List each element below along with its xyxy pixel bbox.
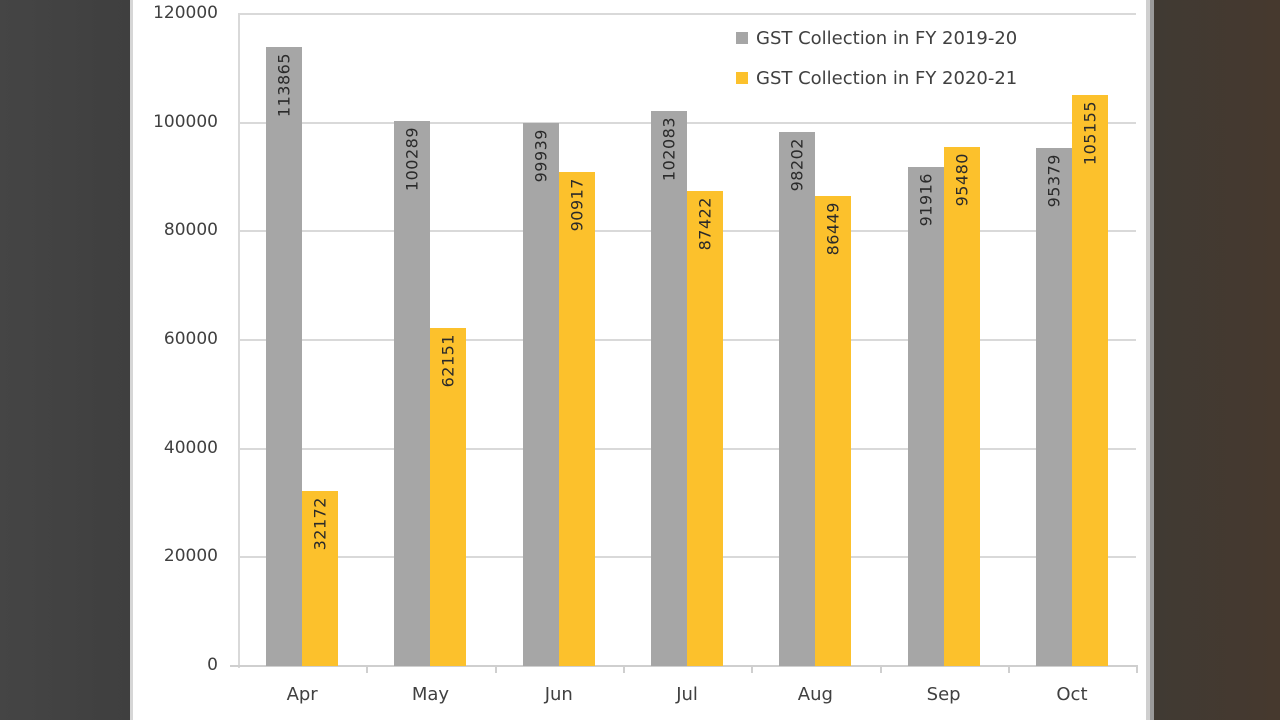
- x-tick-mark: [366, 665, 369, 673]
- x-tick-label: Oct: [1056, 684, 1088, 705]
- gridline: [238, 13, 1136, 15]
- y-axis-line: [238, 14, 240, 668]
- x-tick-label: Jul: [676, 684, 698, 705]
- x-tick-mark: [622, 665, 625, 673]
- x-axis-line: [230, 665, 1136, 667]
- bar-jul-fy2020-21: 87422: [687, 191, 724, 666]
- y-tick-label: 100000: [153, 111, 218, 132]
- x-tick-mark: [751, 665, 754, 673]
- bar-value-label: 32172: [310, 497, 330, 551]
- bar-may-fy2019-20: 100289: [394, 121, 431, 666]
- bar-apr-fy2020-21: 32172: [302, 491, 339, 666]
- bar-apr-fy2019-20: 113865: [266, 47, 303, 666]
- x-tick-mark: [1136, 665, 1139, 673]
- bar-value-label: 99939: [531, 129, 551, 183]
- bar-value-label: 102083: [659, 117, 679, 182]
- x-tick-label: Apr: [286, 684, 318, 705]
- y-tick-label: 0: [207, 655, 218, 675]
- bar-sep-fy2020-21: 95480: [943, 147, 980, 666]
- x-tick-label: Aug: [797, 684, 833, 705]
- legend-item-fy2019-20: GST Collection in FY 2019-20: [736, 18, 1017, 58]
- bar-value-label: 91916: [916, 172, 936, 226]
- legend-swatch-gold: [736, 72, 748, 84]
- bar-value-label: 98202: [787, 138, 807, 192]
- bar-jun-fy2019-20: 99939: [522, 123, 559, 666]
- bar-value-label: 100289: [402, 127, 422, 192]
- x-tick-mark: [494, 665, 497, 673]
- legend-swatch-grey: [736, 32, 748, 44]
- legend-label: GST Collection in FY 2020-21: [756, 67, 1018, 89]
- y-tick-label: 120000: [153, 3, 218, 23]
- bar-value-label: 62151: [438, 334, 458, 388]
- legend-label: GST Collection in FY 2019-20: [756, 27, 1018, 49]
- x-tick-mark: [879, 665, 882, 673]
- bar-may-fy2020-21: 62151: [430, 328, 467, 666]
- bar-aug-fy2019-20: 98202: [779, 132, 816, 666]
- bar-value-label: 95480: [952, 153, 972, 207]
- bar-aug-fy2020-21: 86449: [815, 196, 852, 666]
- bar-value-label: 113865: [274, 53, 294, 118]
- bar-value-label: 87422: [695, 197, 715, 251]
- x-tick-label: May: [411, 684, 450, 705]
- bar-oct-fy2019-20: 95379: [1035, 147, 1072, 666]
- x-tick-mark: [1007, 665, 1010, 673]
- y-tick-label: 20000: [163, 546, 218, 567]
- bar-jul-fy2019-20: 102083: [651, 111, 688, 666]
- bar-value-label: 86449: [823, 202, 843, 256]
- x-tick-label: Jun: [544, 684, 573, 705]
- y-tick-label: 40000: [163, 437, 218, 458]
- panel-edge: [1150, 0, 1154, 720]
- bar-value-label: 105155: [1080, 100, 1100, 165]
- legend-item-fy2020-21: GST Collection in FY 2020-21: [736, 58, 1017, 98]
- bar-jun-fy2020-21: 90917: [558, 172, 595, 666]
- bar-sep-fy2019-20: 91916: [907, 166, 944, 666]
- bar-value-label: 95379: [1044, 153, 1064, 208]
- chart-legend: GST Collection in FY 2019-20 GST Collect…: [736, 18, 1017, 98]
- x-tick-label: Sep: [926, 684, 961, 705]
- y-tick-label: 60000: [163, 329, 218, 349]
- bar-value-label: 90917: [567, 178, 587, 232]
- bar-oct-fy2020-21: 105155: [1071, 94, 1108, 666]
- y-tick-label: 80000: [163, 220, 218, 241]
